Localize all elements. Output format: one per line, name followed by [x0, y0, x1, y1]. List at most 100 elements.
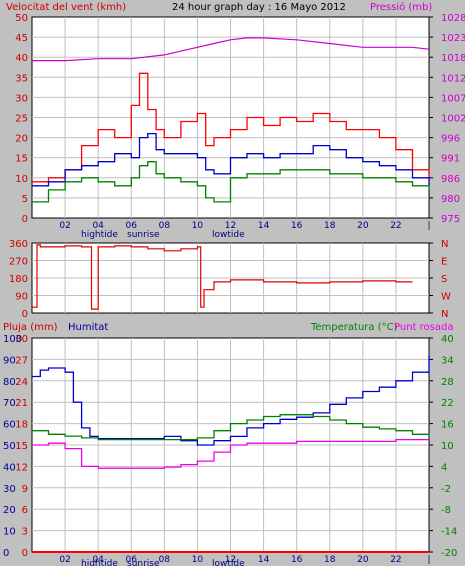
- humidity-x-ticks: 02 04 06 08 10 12 14 16 18 20 22 |: [59, 555, 430, 565]
- x-tick-label: 06: [126, 555, 138, 565]
- right-tick-label: 22: [441, 398, 454, 409]
- left-tick-label: 12: [15, 462, 28, 473]
- left-tick-label: 45: [15, 33, 28, 44]
- left-tick-label: 6: [22, 505, 28, 516]
- sunrise-label: sunrise: [127, 230, 160, 240]
- right-tick-label: 16: [441, 420, 454, 431]
- x-tick-label: 04: [92, 221, 104, 231]
- hightide-label: hightide: [81, 230, 118, 240]
- right-tick-label: -2: [441, 484, 451, 495]
- lowtide-label: lowtide: [212, 230, 245, 240]
- x-tick-label: 22: [390, 555, 401, 565]
- x-tick-label: 02: [59, 221, 70, 231]
- humidity-axis-label: Humitat: [68, 322, 108, 333]
- left-tick-label: 5: [22, 194, 28, 205]
- rain-axis-label: Pluja (mm): [3, 322, 58, 333]
- humidity-series: [32, 355, 430, 553]
- x-tick-label: 16: [291, 555, 303, 565]
- right-tick-label: -14: [441, 527, 457, 538]
- humidity-tick-label: 60: [3, 420, 16, 431]
- humidity-tick-label: 20: [3, 505, 16, 516]
- x-tick-label: 10: [192, 221, 204, 231]
- rain-y-ticks: 0 3 6 9 12 15 18 21 24 27 30: [15, 334, 28, 559]
- left-tick-label: 360: [9, 239, 28, 250]
- right-tick-label: N: [441, 309, 448, 320]
- dewpoint-axis-label: Punt rosada: [394, 322, 453, 333]
- left-tick-label: 50: [15, 13, 28, 24]
- humidity-y-ticks: 0 10 20 30 40 50 60 70 80 90 100: [3, 334, 22, 559]
- x-tick-label: 10: [192, 555, 204, 565]
- left-tick-label: 21: [15, 398, 28, 409]
- left-tick-label: 15: [15, 154, 28, 165]
- right-tick-label: 1023: [441, 33, 465, 44]
- humidity-tick-label: 70: [3, 398, 16, 409]
- left-tick-label: 0: [22, 548, 28, 559]
- average-series-line: [32, 132, 430, 187]
- right-tick-label: -8: [441, 505, 451, 516]
- x-tick-label: 16: [291, 221, 303, 231]
- right-tick-label: 1012: [441, 73, 465, 84]
- humidity-tick-label: 90: [3, 355, 16, 366]
- left-tick-label: 18: [15, 420, 28, 431]
- left-tick-label: 180: [9, 274, 28, 285]
- left-tick-label: 35: [15, 73, 28, 84]
- x-tick-label: 06: [126, 221, 138, 231]
- temperature-axis-label: Temperatura (°C): [310, 322, 398, 333]
- right-tick-label: 991: [441, 154, 460, 165]
- left-tick-label: 24: [15, 377, 28, 388]
- humidity-series-line: [32, 355, 430, 446]
- x-tick-label: 20: [357, 221, 369, 231]
- x-tick-label: 14: [258, 555, 270, 565]
- right-tick-label: 980: [441, 194, 460, 205]
- x-tick-label: 04: [92, 555, 104, 565]
- right-tick-label: E: [441, 257, 447, 268]
- x-tick-label: 08: [159, 221, 171, 231]
- left-tick-label: 27: [15, 355, 28, 366]
- right-tick-label: 1018: [441, 53, 465, 64]
- right-tick-label: 986: [441, 174, 460, 185]
- x-tick-label: 14: [258, 221, 270, 231]
- x-tick-label: 02: [59, 555, 70, 565]
- x-tick-label: |: [427, 555, 430, 565]
- right-tick-label: 28: [441, 377, 454, 388]
- humidity-tick-label: 0: [3, 548, 9, 559]
- x-tick-label: 12: [225, 221, 236, 231]
- chart-title: 24 hour graph day : 16 Mayo 2012: [172, 2, 346, 13]
- direction-series: [32, 244, 413, 310]
- temperature-series-line: [32, 414, 430, 441]
- wind-x-ticks: 02 04 06 08 10 12 14 16 18 20 22 |: [59, 221, 430, 231]
- right-tick-label: 40: [441, 334, 454, 345]
- x-tick-label: |: [427, 221, 430, 231]
- left-tick-label: 9: [22, 484, 28, 495]
- x-tick-label: 18: [324, 221, 336, 231]
- right-tick-label: S: [441, 274, 447, 285]
- right-tick-label: N: [441, 239, 448, 250]
- wind-direction-series-line: [32, 244, 413, 310]
- x-tick-label: 12: [225, 555, 236, 565]
- right-tick-label: 4: [441, 462, 447, 473]
- minimum-series-line: [32, 161, 430, 203]
- left-tick-label: 30: [15, 334, 28, 345]
- wind-axis-label: Velocitat del vent (kmh): [6, 2, 126, 13]
- left-tick-label: 270: [9, 257, 28, 268]
- left-tick-label: 0: [22, 309, 28, 320]
- right-tick-label: 1007: [441, 93, 465, 104]
- humidity-tick-label: 100: [3, 334, 22, 345]
- left-tick-label: 40: [15, 53, 28, 64]
- right-tick-label: 1002: [441, 114, 465, 125]
- left-tick-label: 3: [22, 527, 28, 538]
- lowtide-label-lower: lowtide: [212, 559, 245, 566]
- pressure-axis-label: Pressió (mb): [370, 1, 432, 13]
- right-tick-label: 10: [441, 441, 454, 452]
- humidity-tick-label: 80: [3, 377, 16, 388]
- left-tick-label: 10: [15, 174, 28, 185]
- right-tick-label: W: [441, 292, 451, 303]
- x-tick-label: 22: [390, 221, 401, 231]
- humidity-tick-label: 40: [3, 462, 16, 473]
- right-tick-label: -20: [441, 548, 457, 559]
- gust-series-line: [32, 72, 430, 183]
- left-tick-label: 15: [15, 441, 28, 452]
- hightide-label-lower: hightide: [81, 559, 118, 566]
